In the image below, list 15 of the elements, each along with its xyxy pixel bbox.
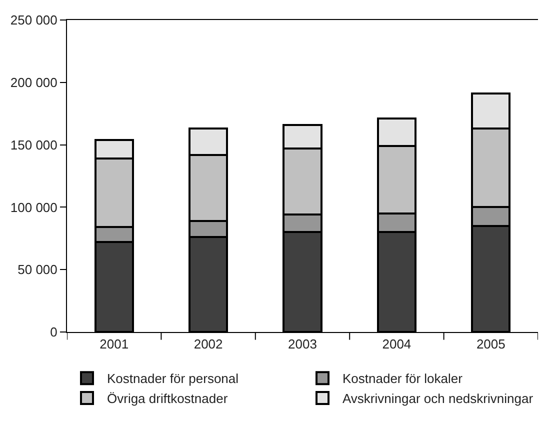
legend-label: Övriga driftkostnader	[107, 391, 228, 406]
y-tick-label: 200 000	[10, 74, 58, 90]
y-tick-label: 0	[50, 324, 58, 340]
x-tick-label: 2002	[194, 336, 223, 352]
y-tick-label: 50 000	[18, 262, 58, 278]
x-tick-label: 2005	[476, 336, 506, 352]
y-tick-label: 100 000	[10, 200, 58, 215]
y-tick-label: 150 000	[10, 137, 58, 152]
x-tick-label: 2004	[382, 336, 412, 352]
legend-label: Avskrivningar och nedskrivningar	[342, 391, 534, 406]
x-tick-label: 2003	[288, 336, 317, 352]
x-tick-label: 2001	[100, 336, 129, 352]
legend-label: Kostnader för lokaler	[342, 371, 464, 386]
y-tick-label: 250 000	[10, 12, 58, 28]
legend-label: Kostnader för personal	[107, 371, 239, 386]
